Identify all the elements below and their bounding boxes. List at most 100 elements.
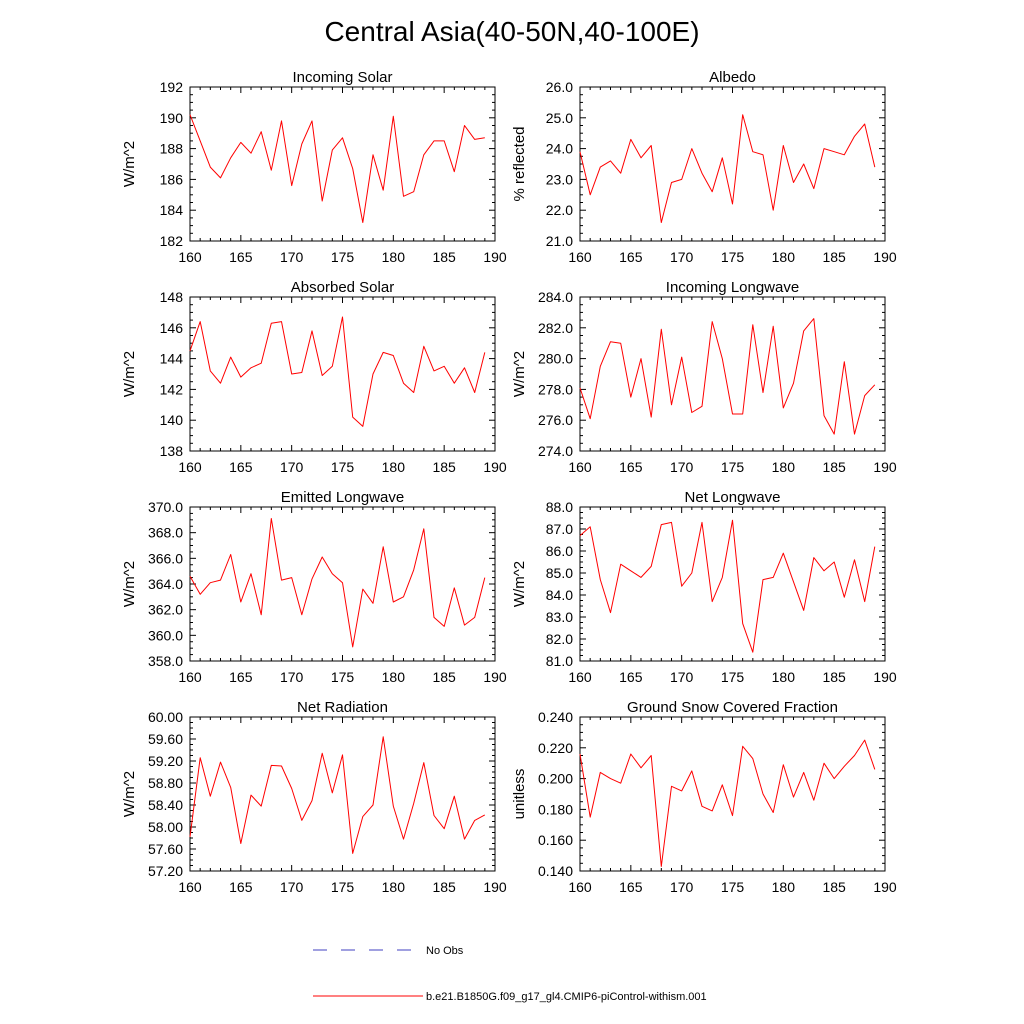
x-tick-label: 190 bbox=[483, 669, 507, 685]
x-tick-label: 180 bbox=[382, 669, 406, 685]
y-tick-label: 362.0 bbox=[148, 602, 183, 618]
legend: No Obs b.e21.B1850G.f09_g17_gl4.CMIP6-pi… bbox=[313, 945, 707, 1003]
legend-model-label: b.e21.B1850G.f09_g17_gl4.CMIP6-piControl… bbox=[426, 991, 707, 1003]
y-tick-label: 184 bbox=[160, 202, 184, 218]
y-tick-label: 88.0 bbox=[546, 499, 573, 515]
x-tick-label: 180 bbox=[382, 249, 406, 265]
y-tick-label: 186 bbox=[160, 171, 184, 187]
x-tick-label: 160 bbox=[568, 879, 592, 895]
x-tick-label: 175 bbox=[721, 249, 745, 265]
panel-title: Incoming Solar bbox=[292, 69, 392, 86]
y-tick-label: 0.140 bbox=[538, 863, 573, 879]
plot-frame bbox=[189, 86, 496, 242]
y-tick-label: 0.180 bbox=[538, 801, 573, 817]
y-tick-label: 278.0 bbox=[538, 381, 573, 397]
y-tick-label: 0.160 bbox=[538, 832, 573, 848]
legend-no-obs-label: No Obs bbox=[426, 945, 464, 957]
panel-net-longwave: Net Longwave W/m^2 160 165 170 175 180 185 190 81… bbox=[511, 489, 897, 685]
y-tick-label: 360.0 bbox=[148, 627, 183, 643]
x-tick-label: 175 bbox=[721, 669, 745, 685]
x-tick-label: 170 bbox=[670, 879, 694, 895]
x-tick-label: 190 bbox=[873, 879, 897, 895]
panel-absorbed-solar: Absorbed Solar W/m^2 160 165 170 175 180 185 190… bbox=[121, 279, 507, 475]
x-tick-label: 175 bbox=[331, 879, 355, 895]
y-tick-label: 148 bbox=[160, 289, 184, 305]
y-tick-label: 142 bbox=[160, 381, 184, 397]
x-tick-label: 165 bbox=[229, 249, 253, 265]
plot-frame bbox=[579, 506, 886, 662]
panel-title: Albedo bbox=[709, 69, 756, 86]
y-tick-label: 59.20 bbox=[148, 753, 183, 769]
panel-title: Incoming Longwave bbox=[666, 279, 799, 296]
x-tick-label: 185 bbox=[432, 249, 456, 265]
y-tick-label: 370.0 bbox=[148, 499, 183, 515]
y-tick-label: 190 bbox=[160, 110, 184, 126]
x-tick-label: 185 bbox=[432, 459, 456, 475]
x-tick-label: 165 bbox=[619, 459, 643, 475]
plot-frame bbox=[579, 86, 886, 242]
y-axis-label: unitless bbox=[511, 769, 528, 820]
y-tick-label: 26.0 bbox=[546, 79, 573, 95]
series-line bbox=[189, 518, 486, 648]
x-tick-label: 160 bbox=[568, 459, 592, 475]
y-tick-label: 21.0 bbox=[546, 233, 573, 249]
y-tick-label: 364.0 bbox=[148, 576, 183, 592]
y-tick-label: 192 bbox=[160, 79, 184, 95]
x-tick-label: 170 bbox=[670, 459, 694, 475]
panel-title: Net Radiation bbox=[297, 699, 388, 716]
panel-title: Absorbed Solar bbox=[291, 279, 394, 296]
panel-albedo: Albedo % reflected 160 165 170 175 180 185 190 21… bbox=[511, 69, 897, 265]
y-tick-label: 60.00 bbox=[148, 709, 183, 725]
x-tick-label: 190 bbox=[873, 669, 897, 685]
x-tick-label: 160 bbox=[568, 249, 592, 265]
y-tick-label: 276.0 bbox=[538, 412, 573, 428]
x-tick-label: 160 bbox=[568, 669, 592, 685]
x-tick-label: 165 bbox=[619, 879, 643, 895]
x-tick-label: 185 bbox=[822, 249, 846, 265]
y-tick-label: 368.0 bbox=[148, 525, 183, 541]
y-tick-label: 188 bbox=[160, 141, 184, 157]
figure-title: Central Asia(40-50N,40-100E) bbox=[324, 16, 699, 47]
y-tick-label: 284.0 bbox=[538, 289, 573, 305]
series-line bbox=[189, 736, 486, 854]
y-tick-label: 274.0 bbox=[538, 443, 573, 459]
y-axis-label: W/m^2 bbox=[511, 561, 528, 607]
x-tick-label: 190 bbox=[873, 249, 897, 265]
y-tick-label: 144 bbox=[160, 351, 184, 367]
panel-ground-snow-covered-fraction: Ground Snow Covered Fraction unitless 160 1… bbox=[511, 699, 897, 895]
y-tick-label: 84.0 bbox=[546, 587, 573, 603]
x-tick-label: 165 bbox=[229, 459, 253, 475]
y-tick-label: 24.0 bbox=[546, 141, 573, 157]
y-tick-label: 87.0 bbox=[546, 521, 573, 537]
y-tick-label: 0.220 bbox=[538, 740, 573, 756]
y-tick-label: 23.0 bbox=[546, 171, 573, 187]
series-line bbox=[579, 519, 876, 653]
y-tick-label: 366.0 bbox=[148, 550, 183, 566]
y-axis-label: % reflected bbox=[511, 126, 528, 201]
series-line bbox=[579, 318, 876, 435]
y-tick-label: 358.0 bbox=[148, 653, 183, 669]
panel-emitted-longwave: Emitted Longwave W/m^2 160 165 170 175 180 185 1… bbox=[121, 489, 507, 685]
x-tick-label: 190 bbox=[483, 249, 507, 265]
series-line bbox=[189, 316, 486, 427]
y-axis-label: W/m^2 bbox=[121, 771, 138, 817]
series-line bbox=[579, 114, 876, 223]
x-tick-label: 160 bbox=[178, 879, 202, 895]
series-line bbox=[189, 114, 485, 223]
panel-incoming-solar: Incoming Solar W/m^2 160 165 170 175 180 185 190… bbox=[121, 69, 507, 265]
x-tick-label: 175 bbox=[721, 879, 745, 895]
x-tick-label: 185 bbox=[822, 669, 846, 685]
y-tick-label: 57.20 bbox=[148, 863, 183, 879]
x-tick-label: 170 bbox=[280, 879, 304, 895]
y-tick-label: 182 bbox=[160, 233, 184, 249]
x-tick-label: 165 bbox=[229, 879, 253, 895]
x-tick-label: 185 bbox=[822, 879, 846, 895]
plot-frame bbox=[579, 296, 886, 452]
x-tick-label: 180 bbox=[772, 669, 796, 685]
y-axis-label: W/m^2 bbox=[121, 561, 138, 607]
y-tick-label: 0.200 bbox=[538, 771, 573, 787]
x-tick-label: 185 bbox=[432, 879, 456, 895]
y-tick-label: 58.80 bbox=[148, 775, 183, 791]
y-tick-label: 83.0 bbox=[546, 609, 573, 625]
y-tick-label: 22.0 bbox=[546, 202, 573, 218]
